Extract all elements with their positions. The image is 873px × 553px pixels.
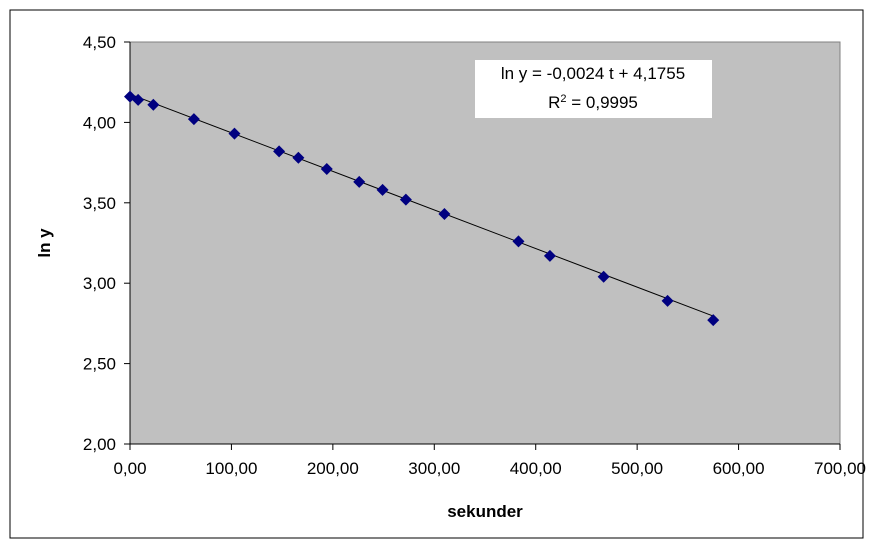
x-axis-label: sekunder	[447, 502, 523, 521]
data-point	[376, 183, 389, 196]
data-point	[399, 193, 412, 206]
y-tick-label: 4,50	[83, 33, 116, 52]
r-squared-value: = 0,9995	[567, 93, 638, 112]
trendline-equation: ln y = -0,0024 t + 4,1755	[501, 64, 685, 83]
x-tick-label: 400,00	[510, 459, 562, 478]
y-tick-label: 4,00	[83, 113, 116, 132]
y-tick-label: 2,00	[83, 435, 116, 454]
axes: 0,00 100,00 200,00 300,00 400,00 500,00 600,00…	[83, 33, 866, 478]
r-squared: R2 = 0,9995	[548, 93, 638, 112]
data-point	[597, 270, 610, 283]
trendline	[129, 93, 714, 317]
data-point	[512, 235, 525, 248]
equation-box-bg	[475, 60, 712, 118]
data-point	[661, 294, 674, 307]
x-tick-label: 500,00	[611, 459, 663, 478]
y-axis-label: ln y	[35, 228, 54, 258]
data-point	[543, 249, 556, 262]
x-tick-label: 100,00	[205, 459, 257, 478]
data-point	[353, 175, 366, 188]
y-tick-label: 2,50	[83, 355, 116, 374]
x-tick-label: 200,00	[307, 459, 359, 478]
x-tick-label: 600,00	[713, 459, 765, 478]
y-tick-label: 3,50	[83, 194, 116, 213]
data-point	[320, 163, 333, 176]
data-point	[707, 314, 720, 327]
trendline-group	[129, 93, 714, 317]
data-point	[273, 145, 286, 158]
data-point	[438, 208, 451, 221]
x-tick-label: 0,00	[113, 459, 146, 478]
x-tick-label: 300,00	[408, 459, 460, 478]
r-squared-prefix: R	[548, 93, 560, 112]
data-point	[187, 113, 200, 126]
x-tick-label: 700,00	[814, 459, 866, 478]
data-point	[132, 93, 145, 106]
data-point	[228, 127, 241, 140]
data-point	[292, 151, 305, 164]
data-points	[124, 90, 720, 327]
r-squared-superscript: 2	[560, 93, 566, 105]
data-point	[147, 98, 160, 111]
y-tick-label: 3,00	[83, 274, 116, 293]
equation-box: ln y = -0,0024 t + 4,1755 R2 = 0,9995	[475, 60, 712, 118]
